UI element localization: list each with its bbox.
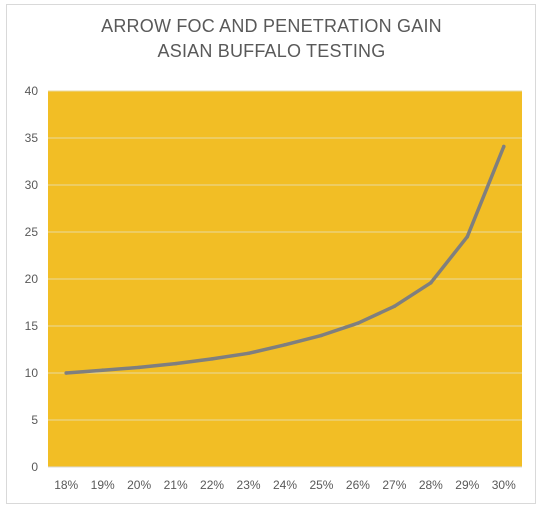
data-point [64, 371, 68, 375]
chart-title-line-2: ASIAN BUFFALO TESTING [157, 41, 386, 61]
x-tick-label: 27% [382, 478, 406, 492]
y-tick-label: 20 [25, 272, 39, 286]
chart-title: ARROW FOC AND PENETRATION GAIN ASIAN BUF… [0, 14, 543, 64]
data-point [392, 304, 397, 309]
x-tick-label: 19% [91, 478, 115, 492]
series [64, 144, 506, 375]
chart-title-line-1: ARROW FOC AND PENETRATION GAIN [101, 16, 442, 36]
y-axis-tick-labels: 0 5 10 15 20 25 30 35 40 [25, 84, 39, 474]
data-point [319, 333, 324, 338]
data-point [210, 357, 214, 361]
data-point [100, 368, 105, 372]
y-tick-label: 40 [25, 84, 39, 98]
x-tick-label: 20% [127, 478, 151, 492]
data-point [137, 365, 141, 370]
x-tick-label: 18% [54, 478, 78, 492]
y-tick-label: 15 [25, 319, 39, 333]
x-tick-label: 30% [492, 478, 516, 492]
x-tick-label: 23% [237, 478, 261, 492]
data-point [502, 144, 506, 149]
x-tick-label: 25% [309, 478, 333, 492]
y-tick-label: 10 [25, 366, 39, 380]
data-point [356, 321, 360, 325]
y-tick-label: 30 [25, 178, 39, 192]
data-point [465, 234, 470, 239]
x-tick-label: 21% [164, 478, 188, 492]
x-tick-label: 28% [419, 478, 443, 492]
x-tick-label: 22% [200, 478, 224, 492]
y-tick-label: 25 [25, 225, 39, 239]
x-tick-label: 29% [455, 478, 479, 492]
y-tick-label: 5 [31, 413, 38, 427]
y-tick-label: 35 [25, 131, 39, 145]
data-point [173, 361, 178, 366]
data-point [283, 343, 287, 347]
data-point [429, 281, 433, 285]
x-tick-label: 24% [273, 478, 297, 492]
x-tick-label: 26% [346, 478, 370, 492]
y-tick-label: 0 [31, 460, 38, 474]
data-point [246, 351, 251, 356]
x-axis-tick-labels: 18% 19% 20% 21% 22% 23% 24% 25% 26% 27% 28% 29% 30% [54, 478, 516, 492]
gridlines [48, 90, 522, 468]
